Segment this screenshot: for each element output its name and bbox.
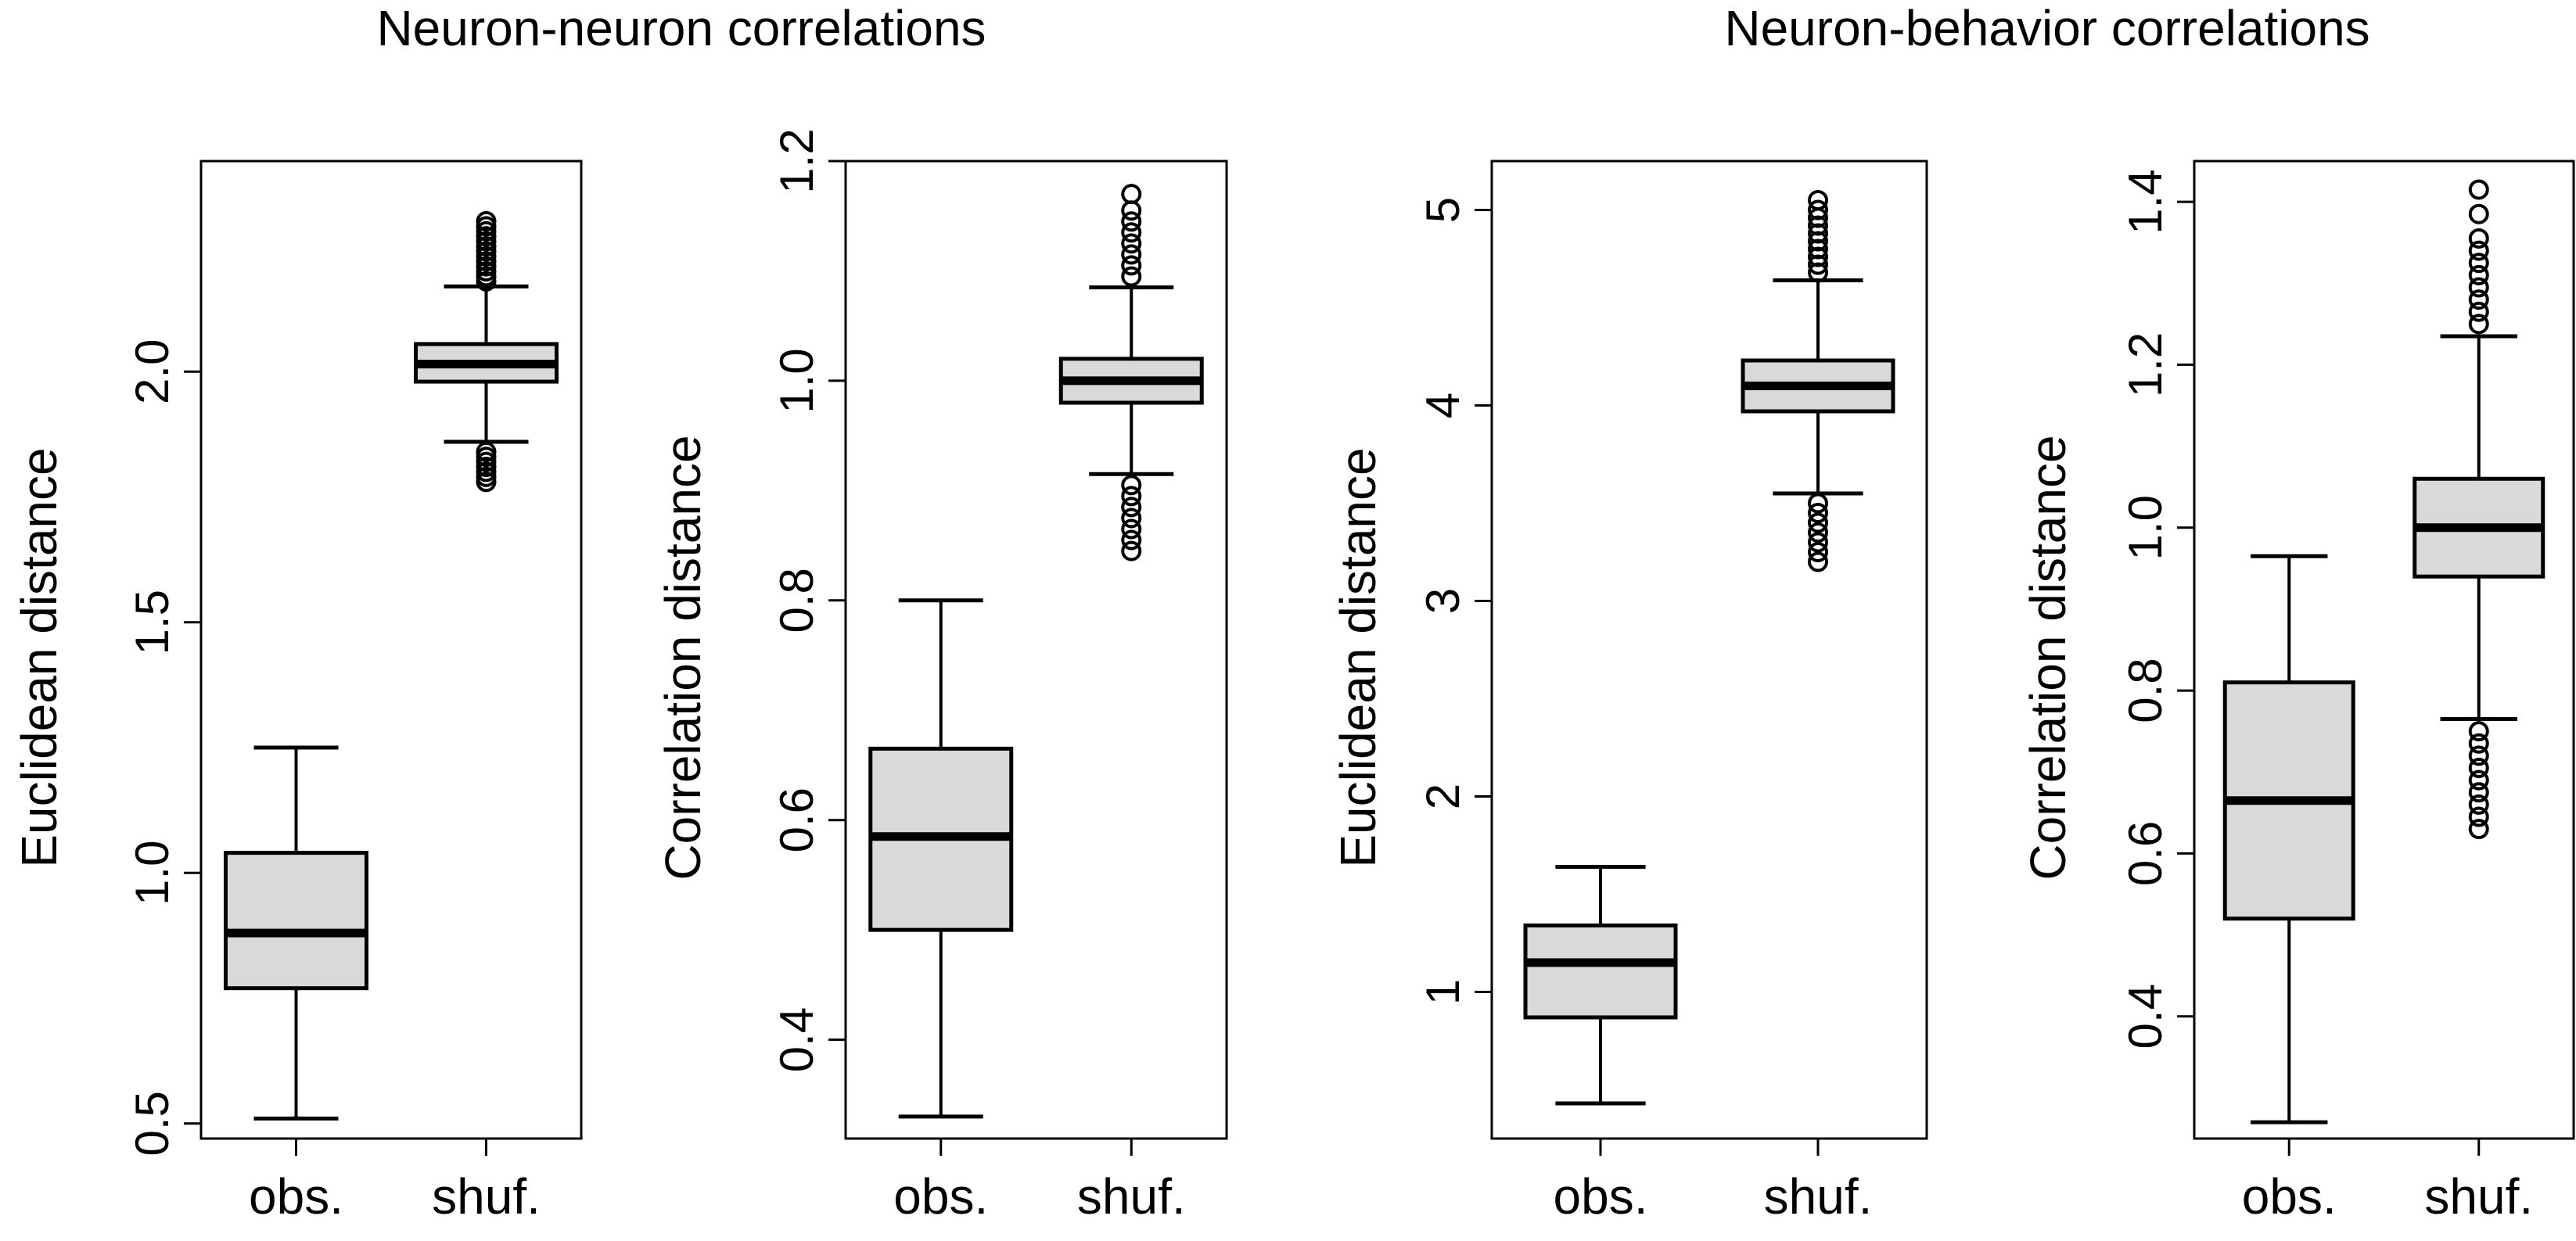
y-axis-label: Correlation distance <box>655 435 711 880</box>
outlier-point <box>2468 806 2489 827</box>
outlier-point <box>2468 745 2489 766</box>
y-axis-label: Euclidean distance <box>1330 447 1386 867</box>
box-shuf <box>2413 179 2545 840</box>
outlier-point <box>1121 508 1142 529</box>
outlier-point <box>1808 542 1828 562</box>
outlier-point <box>2468 782 2489 803</box>
outlier-point <box>1808 199 1828 221</box>
y-axis-label: Euclidean distance <box>11 447 67 867</box>
outlier-point <box>1808 532 1828 553</box>
x-tick-label: shuf. <box>2424 1168 2533 1225</box>
x-tick-label: obs. <box>893 1168 988 1225</box>
box-shuf <box>1741 190 1895 572</box>
outlier-point <box>2468 264 2489 285</box>
x-tick-label: obs. <box>249 1168 343 1225</box>
outlier-point <box>1121 222 1142 243</box>
box-obs <box>224 745 368 1121</box>
outlier-point <box>1121 518 1142 540</box>
chart-panel-4: 0.4 0.6 0.8 1.0 1.2 1.4 Correlation distance ob… <box>2020 160 2575 1225</box>
outlier-point <box>1808 522 1828 543</box>
y-tick-label: 1.0 <box>771 348 823 413</box>
outlier-point <box>1808 512 1828 533</box>
y-tick-label: 0.4 <box>2119 984 2172 1049</box>
outlier-point <box>476 210 497 231</box>
y-tick-label: 2.0 <box>126 339 178 404</box>
outlier-point <box>1121 540 1142 561</box>
iqr-box <box>224 851 368 991</box>
x-tick-label: shuf. <box>1764 1168 1873 1225</box>
outlier-point <box>1121 529 1142 551</box>
box-shuf <box>414 210 559 493</box>
y-tick-label: 3 <box>1417 588 1469 614</box>
outlier-point <box>1121 233 1142 254</box>
outlier-point <box>2468 240 2489 261</box>
outlier-point <box>2468 721 2489 742</box>
iqr-box <box>1523 924 1678 1020</box>
outlier-point <box>1121 244 1142 265</box>
y-tick-label: 5 <box>1417 197 1469 223</box>
outlier-point <box>2468 253 2489 274</box>
outlier-point <box>2468 301 2489 322</box>
outlier-point <box>2468 203 2489 224</box>
plot-frame <box>1490 160 1928 1140</box>
outlier-point <box>2468 277 2489 298</box>
plot-frame <box>199 160 583 1140</box>
y-tick-label: 2 <box>1417 784 1469 809</box>
outlier-point <box>2468 289 2489 310</box>
y-axis-label: Correlation distance <box>2020 435 2076 880</box>
y-tick-label: 0.5 <box>126 1091 178 1156</box>
outlier-point <box>2468 794 2489 815</box>
y-tick-label: 0.4 <box>771 1007 823 1072</box>
outlier-point <box>2468 769 2489 791</box>
y-tick-label: 1.2 <box>2119 332 2172 397</box>
x-tick-label: obs. <box>2242 1168 2337 1225</box>
group-title-neuron-behavior: Neuron-behavior correlations <box>1724 0 2369 56</box>
outlier-point <box>1121 184 1142 205</box>
outlier-point <box>1808 190 1828 210</box>
y-tick-label: 0.6 <box>2119 821 2172 886</box>
y-tick-label: 0.8 <box>771 568 823 633</box>
outlier-point <box>476 441 497 462</box>
outlier-point <box>2468 314 2489 335</box>
box-obs <box>1523 865 1678 1106</box>
group-title-neuron-neuron: Neuron-neuron correlations <box>376 0 986 56</box>
y-tick-label: 1 <box>1417 979 1469 1005</box>
outlier-point <box>2468 819 2489 840</box>
outlier-point <box>1121 266 1142 287</box>
y-tick-label: 1.4 <box>2119 169 2172 234</box>
y-tick-label: 0.8 <box>2119 658 2172 723</box>
outlier-point <box>1121 486 1142 507</box>
y-tick-label: 4 <box>1417 393 1469 418</box>
y-tick-label: 1.5 <box>126 590 178 655</box>
x-tick-label: shuf. <box>1077 1168 1186 1225</box>
outlier-point <box>2468 758 2489 779</box>
chart-panel-1: 0.5 1.0 1.5 2.0 Euclidean distance obs. shuf. <box>11 160 583 1225</box>
box-obs <box>2222 554 2355 1124</box>
y-tick-label: 1.2 <box>771 128 823 193</box>
outlier-point <box>1808 551 1828 572</box>
box-obs <box>868 598 1014 1119</box>
chart-panel-2: 0.4 0.6 0.8 1.0 1.2 Correlation distance obs. s… <box>655 128 1228 1225</box>
outlier-point <box>2468 179 2489 200</box>
y-tick-label: 0.6 <box>771 787 823 852</box>
chart-panel-3: 1 2 3 4 5 Euclidean distance obs. shuf. <box>1330 160 1928 1225</box>
x-tick-label: shuf. <box>432 1168 541 1225</box>
y-tick-label: 1.0 <box>126 841 178 906</box>
outlier-point <box>1121 475 1142 496</box>
outlier-point <box>2468 733 2489 754</box>
x-tick-label: obs. <box>1554 1168 1648 1225</box>
plot-frame <box>2193 160 2575 1140</box>
outlier-point <box>1121 200 1142 221</box>
outlier-point <box>1121 497 1142 518</box>
plot-frame <box>844 160 1228 1140</box>
box-shuf <box>1058 184 1204 561</box>
outlier-point <box>1121 211 1142 232</box>
outlier-point <box>1808 503 1828 523</box>
outlier-point <box>1808 493 1828 514</box>
y-tick-label: 1.0 <box>2119 495 2172 560</box>
outlier-point <box>2468 228 2489 249</box>
outlier-point <box>1121 255 1142 276</box>
